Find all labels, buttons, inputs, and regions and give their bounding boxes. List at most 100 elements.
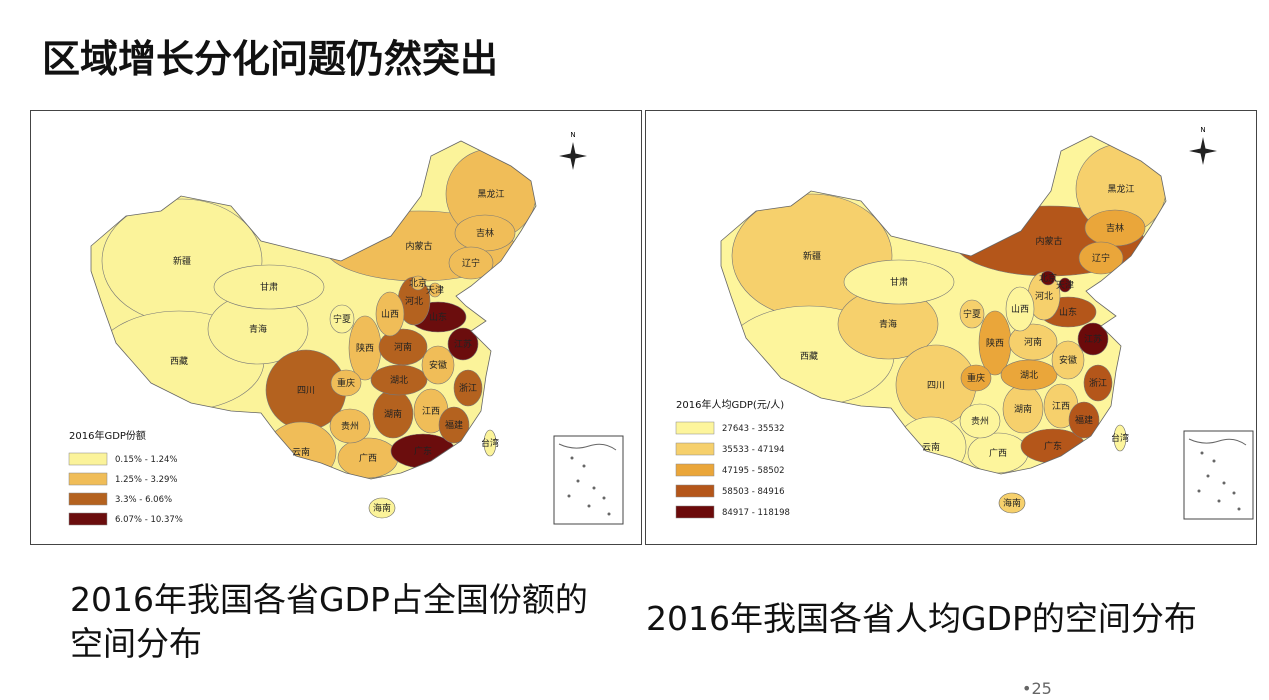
province-label: 吉林 bbox=[1106, 222, 1124, 234]
province-label: 湖北 bbox=[390, 375, 408, 386]
map-frame: 新疆 西藏 青海 甘肃 内蒙古 黑龙江 吉林 辽宁 四川 云南 陕西 山西 宁夏 河北 河南 湖北 湖南 广西 贵州… bbox=[30, 110, 642, 545]
province-label: 青海 bbox=[879, 318, 897, 330]
province-label: 台湾 bbox=[481, 437, 499, 449]
province-label: 山西 bbox=[381, 309, 399, 320]
legend-swatch bbox=[675, 505, 715, 519]
inset-island bbox=[1212, 459, 1216, 463]
province bbox=[1078, 241, 1124, 275]
province-label: 贵州 bbox=[971, 415, 989, 427]
province bbox=[483, 429, 497, 457]
province bbox=[421, 345, 455, 385]
province-label: 海南 bbox=[1003, 497, 1021, 509]
legend-label: 0.15% - 1.24% bbox=[115, 455, 177, 465]
province-label: 山东 bbox=[1059, 306, 1077, 318]
inset-island bbox=[602, 496, 606, 500]
province-label: 宁夏 bbox=[333, 313, 351, 325]
inset-island bbox=[1232, 491, 1236, 495]
inset-island bbox=[570, 456, 574, 460]
province-label: 江西 bbox=[422, 406, 440, 417]
province-label: 浙江 bbox=[459, 382, 477, 394]
slide-title: 区域增长分化问题仍然突出 bbox=[42, 37, 499, 81]
inset-coast bbox=[558, 443, 617, 451]
country-border bbox=[720, 135, 1167, 475]
legend-label: 3.3% - 6.06% bbox=[115, 495, 172, 505]
caption: 2016年我国各省GDP占全国份额的空间分布 bbox=[70, 580, 588, 663]
legend-swatch bbox=[675, 484, 715, 498]
province-label: 新疆 bbox=[803, 250, 821, 262]
legend-swatch bbox=[68, 512, 108, 526]
legend-label: 35533 - 47194 bbox=[722, 445, 785, 455]
province-label: 甘肃 bbox=[260, 281, 278, 293]
province-label: 北京 bbox=[1039, 272, 1057, 284]
province-label: 新疆 bbox=[173, 255, 191, 267]
inset-coast bbox=[1188, 438, 1247, 446]
province-label: 湖北 bbox=[1020, 370, 1038, 381]
province bbox=[329, 408, 371, 444]
compass: N bbox=[1189, 126, 1217, 165]
province bbox=[410, 275, 426, 291]
province-label: 江西 bbox=[1052, 401, 1070, 412]
province bbox=[1005, 286, 1035, 332]
province-label: 陕西 bbox=[986, 337, 1004, 349]
page-number: •25 bbox=[1022, 679, 1052, 698]
province-label: 青海 bbox=[249, 323, 267, 335]
province-label: 内蒙古 bbox=[1035, 235, 1062, 247]
province-label: 天津 bbox=[1056, 280, 1074, 291]
province bbox=[1077, 322, 1109, 356]
province-label: 云南 bbox=[292, 446, 310, 458]
legend-swatch bbox=[68, 472, 108, 486]
legend-label: 47195 - 58502 bbox=[722, 466, 785, 476]
province bbox=[843, 259, 955, 305]
province-label: 陕西 bbox=[356, 342, 374, 354]
legend-swatch bbox=[675, 463, 715, 477]
province-label: 山西 bbox=[1011, 304, 1029, 315]
province bbox=[448, 246, 494, 280]
province bbox=[329, 304, 355, 334]
inset-island bbox=[1217, 499, 1221, 503]
province-label: 黑龙江 bbox=[477, 188, 504, 200]
province-label: 广西 bbox=[359, 452, 377, 464]
legend-label: 84917 - 118198 bbox=[722, 508, 790, 518]
inset-island bbox=[1206, 474, 1210, 478]
compass-north: N bbox=[1200, 126, 1205, 134]
province bbox=[330, 369, 362, 397]
province-label: 台湾 bbox=[1111, 432, 1129, 444]
province-label: 四川 bbox=[297, 386, 315, 396]
province bbox=[960, 364, 992, 392]
province bbox=[1083, 364, 1113, 402]
province-label: 广西 bbox=[989, 447, 1007, 459]
province-label: 吉林 bbox=[476, 227, 494, 239]
land bbox=[91, 141, 536, 479]
legend-title: 2016年人均GDP(元/人) bbox=[676, 398, 784, 411]
province-label: 辽宁 bbox=[1092, 252, 1110, 264]
inset-island bbox=[582, 464, 586, 468]
province-label: 天津 bbox=[426, 285, 444, 296]
province-label: 广东 bbox=[1044, 440, 1062, 452]
legend-swatch bbox=[68, 492, 108, 506]
compass: N bbox=[559, 131, 587, 170]
province-label: 安徽 bbox=[429, 359, 447, 371]
province-label: 甘肃 bbox=[890, 276, 908, 288]
province bbox=[453, 369, 483, 407]
province-label: 福建 bbox=[1075, 414, 1093, 426]
province bbox=[1113, 424, 1127, 452]
inset-island bbox=[607, 512, 611, 516]
province bbox=[1040, 270, 1056, 286]
province-label: 河北 bbox=[405, 295, 423, 307]
compass-needle bbox=[559, 153, 587, 159]
province bbox=[447, 327, 479, 361]
province bbox=[368, 497, 396, 519]
inset-box bbox=[553, 435, 624, 525]
legend-swatch bbox=[675, 442, 715, 456]
inset-island bbox=[592, 486, 596, 490]
province-label: 浙江 bbox=[1089, 377, 1107, 389]
province bbox=[959, 403, 1001, 439]
province bbox=[959, 299, 985, 329]
province-label: 云南 bbox=[922, 441, 940, 453]
province-label: 山东 bbox=[429, 311, 447, 323]
province-label: 北京 bbox=[409, 277, 427, 289]
province-label: 江苏 bbox=[454, 338, 472, 350]
inset bbox=[1183, 430, 1254, 520]
